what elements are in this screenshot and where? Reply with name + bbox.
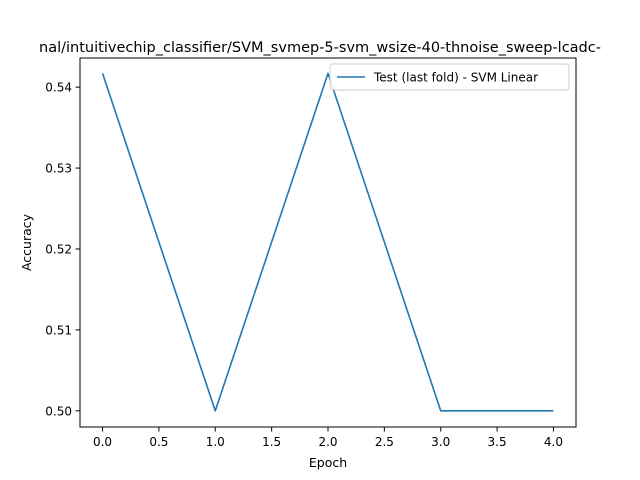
x-tick-label: 3.0 — [431, 435, 450, 449]
plot-area — [101, 72, 554, 412]
x-tick-label: 2.5 — [375, 435, 394, 449]
legend: Test (last fold) - SVM Linear — [329, 63, 570, 91]
y-tick-label: 0.54 — [45, 81, 72, 95]
chart-title: nal/intuitivechip_classifier/SVM_svmep-5… — [39, 40, 601, 56]
x-tick-label: 1.0 — [206, 435, 225, 449]
y-tick-label: 0.53 — [45, 162, 72, 176]
x-tick-label: 0.5 — [149, 435, 168, 449]
y-axis-label: Accuracy — [19, 213, 34, 271]
series-line — [101, 72, 554, 412]
x-axis-label: Epoch — [309, 455, 347, 470]
x-tick-label: 2.0 — [318, 435, 337, 449]
legend-label: Test (last fold) - SVM Linear — [373, 71, 538, 85]
x-tick-label: 1.5 — [262, 435, 281, 449]
x-tick-label: 0.0 — [93, 435, 112, 449]
axes-frame — [79, 57, 577, 428]
y-tick-label: 0.50 — [45, 404, 72, 418]
x-axis: 0.0 0.5 1.0 1.5 2.0 2.5 3.0 3.5 4.0 — [93, 427, 563, 449]
x-tick-label: 3.5 — [488, 435, 507, 449]
y-axis: 0.50 0.51 0.52 0.53 0.54 — [45, 81, 80, 418]
x-tick-label: 4.0 — [544, 435, 563, 449]
legend-box — [329, 63, 570, 91]
y-tick-label: 0.51 — [45, 323, 72, 337]
y-tick-label: 0.52 — [45, 242, 72, 256]
